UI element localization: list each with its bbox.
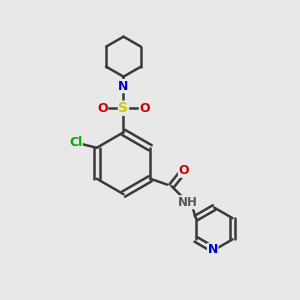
Text: O: O — [97, 102, 108, 115]
Text: O: O — [178, 164, 189, 177]
Text: O: O — [140, 102, 150, 115]
Text: NH: NH — [178, 196, 198, 209]
Text: N: N — [118, 80, 129, 93]
Text: S: S — [118, 101, 128, 115]
Text: N: N — [208, 244, 218, 256]
Text: Cl: Cl — [69, 136, 82, 149]
